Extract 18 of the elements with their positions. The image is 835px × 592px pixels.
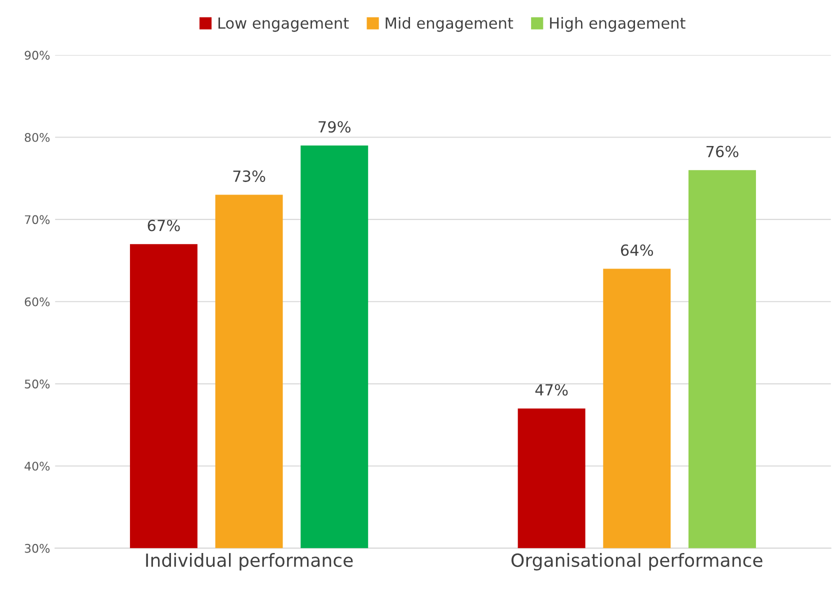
- y-tick-label: 40%: [24, 462, 50, 471]
- data-label: 67%: [148, 220, 180, 232]
- y-tick-label: 70%: [24, 215, 50, 224]
- y-tick-label: 90%: [24, 50, 50, 60]
- legend-label: Low engagement: [218, 17, 349, 32]
- y-tick-label: 50%: [24, 380, 50, 388]
- data-label: 47%: [535, 384, 568, 396]
- x-tick-label: Organisational performance: [512, 553, 762, 571]
- data-label: 76%: [706, 146, 738, 158]
- y-tick-label: 80%: [24, 132, 50, 142]
- y-tick-label: 60%: [24, 297, 50, 306]
- legend-label: High engagement: [550, 17, 686, 32]
- data-label: 64%: [620, 244, 654, 256]
- data-label: 79%: [318, 121, 351, 133]
- legend-label: Mid engagement: [386, 17, 514, 32]
- data-label: 73%: [233, 170, 266, 182]
- y-tick-label: 30%: [24, 544, 50, 553]
- x-tick-label: Individual performance: [146, 553, 353, 571]
